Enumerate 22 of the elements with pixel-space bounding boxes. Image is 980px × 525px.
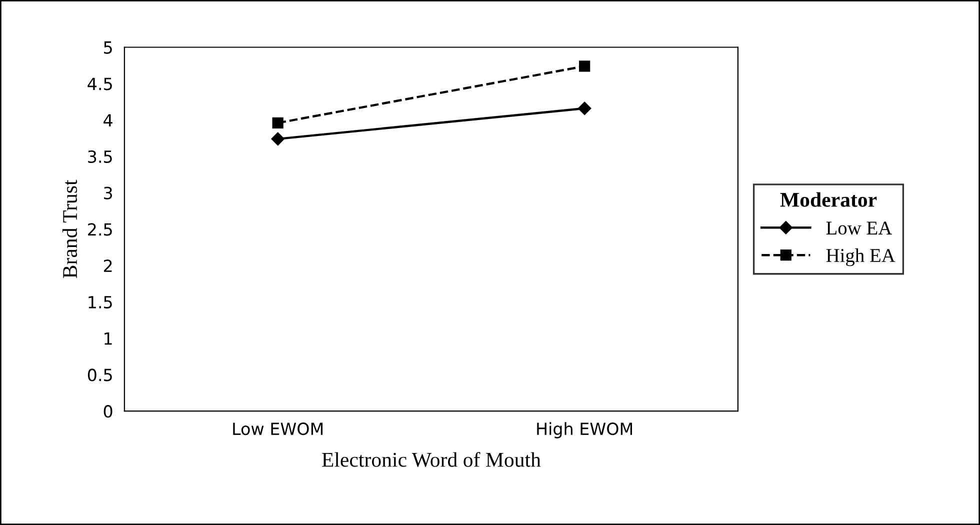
legend-title: Moderator — [780, 192, 877, 207]
point — [271, 132, 284, 146]
y-tick-label: 5 — [104, 41, 112, 54]
y-tick-label: 1.5 — [88, 296, 112, 308]
x-axis-title: Electronic Word of Mouth — [322, 452, 541, 467]
y-tick-label: 3.5 — [88, 150, 112, 163]
y-tick-label: 2 — [104, 260, 112, 272]
y-tick-label: 0.5 — [88, 368, 112, 382]
legend-label: Low EA — [826, 222, 892, 235]
point — [579, 60, 590, 72]
y-tick-label: 1 — [104, 332, 112, 345]
y-tick-label: 4 — [104, 114, 112, 126]
legend-label: High EA — [826, 248, 896, 266]
y-axis-title: Brand Trust — [62, 180, 78, 278]
y-tick-label: 0 — [104, 405, 112, 418]
x-tick-label: Low EWOM — [233, 422, 323, 436]
y-tick-label: 4.5 — [88, 78, 112, 90]
x-tick-label: High EWOM — [537, 422, 632, 438]
point — [272, 117, 284, 128]
y-tick-label: 3 — [104, 186, 112, 200]
point — [578, 102, 592, 115]
y-tick-label: 2.5 — [88, 223, 112, 236]
